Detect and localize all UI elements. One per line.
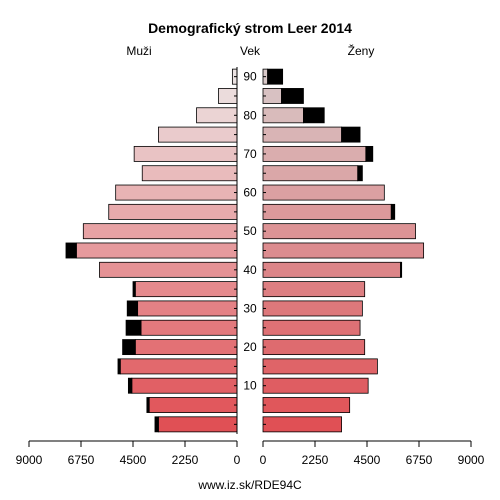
bar-men-excess-25-29	[125, 319, 142, 336]
bar-women-15-19	[262, 358, 378, 375]
bar-women-80-84	[262, 107, 304, 124]
bar-women-60-64	[262, 184, 385, 201]
bar-women-55-59	[262, 203, 392, 220]
right-label: Ženy	[348, 43, 375, 58]
x-tick-label-1: 6750	[68, 453, 95, 467]
bar-men-10-14	[131, 377, 238, 394]
x-tick-label-8: 6750	[406, 453, 433, 467]
bar-women-30-34	[262, 300, 363, 317]
age-label-60: 60	[243, 186, 257, 200]
bar-women-0-4	[262, 416, 342, 433]
axes-group: 9000 6750 4500 2250 0 0 2250 4500 6750 9000 10 20 30…	[16, 67, 485, 467]
center-label: Vek	[240, 44, 261, 58]
age-label-90: 90	[243, 70, 257, 84]
bar-men-15-19	[119, 358, 238, 375]
bar-women-45-49	[262, 242, 425, 259]
left-label: Muži	[126, 44, 151, 58]
bar-men-5-9	[148, 397, 238, 413]
bar-women-20-24	[262, 339, 366, 356]
bar-men-excess-0-4	[154, 416, 159, 433]
bar-women-50-54	[262, 223, 416, 240]
bar-men-25-29	[140, 319, 238, 336]
age-label-50: 50	[243, 224, 257, 238]
bar-women-25-29	[262, 319, 361, 336]
bar-men-excess-10-14	[127, 377, 133, 394]
bar-men-30-34	[137, 300, 238, 317]
bar-women-70-74	[262, 145, 367, 162]
age-label-40: 40	[243, 263, 257, 277]
age-label-20: 20	[243, 340, 257, 354]
x-tick-label-6: 2250	[302, 453, 329, 467]
bar-women-excess-65-69	[357, 165, 363, 182]
x-tick-label-4: 0	[234, 453, 241, 467]
bar-women-excess-55-59	[390, 203, 396, 220]
bar-men-0-4	[158, 416, 238, 433]
x-tick-label-7: 4500	[354, 453, 381, 467]
bar-men-70-74	[133, 145, 238, 162]
age-label-80: 80	[243, 108, 257, 122]
bar-men-55-59	[108, 203, 238, 220]
bar-men-20-24	[134, 339, 238, 356]
bar-women-excess-70-74	[365, 145, 374, 162]
age-label-70: 70	[243, 147, 257, 161]
bars-group	[65, 68, 425, 433]
x-tick-label-9: 9000	[458, 453, 485, 467]
bar-men-35-39	[134, 281, 238, 298]
bar-women-10-14	[262, 377, 369, 394]
bar-men-65-69	[141, 165, 238, 182]
bar-women-excess-80-84	[303, 107, 325, 124]
bar-women-35-39	[262, 281, 366, 298]
x-tick-label-3: 2250	[172, 453, 199, 467]
bar-men-excess-45-49	[65, 242, 77, 259]
bar-women-excess-90+	[267, 68, 284, 85]
bar-women-excess-40-44	[400, 261, 403, 278]
bar-men-excess-5-9	[146, 397, 150, 413]
age-label-10: 10	[243, 379, 257, 393]
bar-women-5-9	[262, 397, 351, 413]
x-tick-label-2: 4500	[120, 453, 147, 467]
footer-url: www.iz.sk/RDE94C	[197, 478, 302, 492]
x-tick-label-0: 9000	[16, 453, 43, 467]
bar-women-40-44	[262, 261, 401, 278]
age-label-30: 30	[243, 301, 257, 315]
bar-women-65-69	[262, 165, 359, 182]
bar-men-excess-35-39	[132, 281, 136, 298]
bar-men-50-54	[82, 223, 238, 240]
bar-men-excess-30-34	[126, 300, 139, 317]
bar-men-40-44	[99, 261, 238, 278]
x-tick-label-5: 0	[260, 453, 267, 467]
bar-men-60-64	[115, 184, 238, 201]
bar-men-excess-20-24	[122, 339, 136, 356]
bar-men-75-79	[158, 126, 238, 143]
bar-men-80-84	[196, 107, 238, 124]
chart-title: Demografický strom Leer 2014	[148, 20, 352, 36]
bar-men-45-49	[75, 242, 238, 259]
bar-women-75-79	[262, 126, 342, 143]
bar-men-excess-15-19	[117, 358, 121, 375]
bar-women-excess-75-79	[341, 126, 361, 143]
bar-women-excess-85-89	[281, 88, 304, 104]
